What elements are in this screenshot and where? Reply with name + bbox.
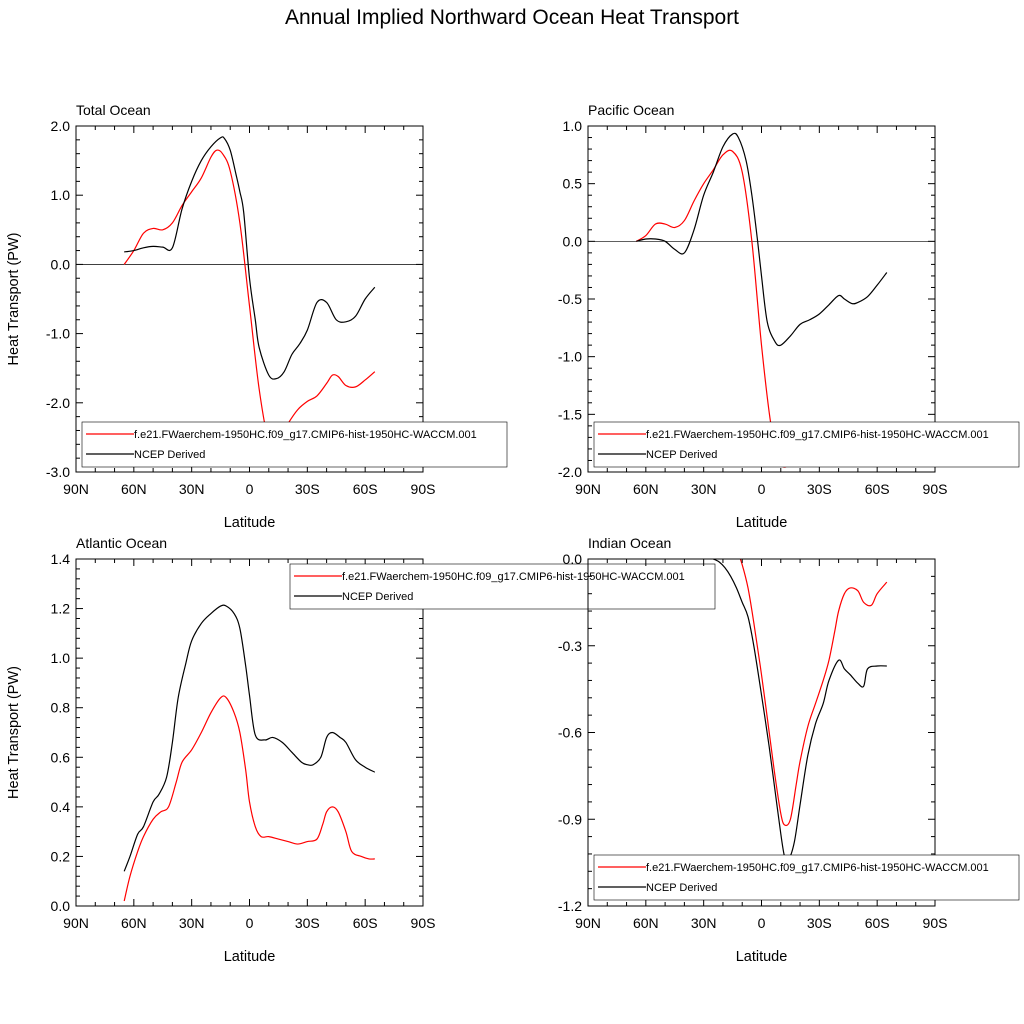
legend-label: f.e21.FWaerchem-1950HC.f09_g17.CMIP6-his…	[342, 571, 685, 583]
x-tick-label: 30S	[807, 481, 832, 497]
y-tick-label: -0.5	[558, 291, 582, 307]
x-tick-label: 60N	[633, 915, 659, 931]
y-tick-label: 0.2	[51, 848, 71, 864]
model-series-line	[123, 149, 376, 447]
x-tick-label: 60S	[865, 481, 890, 497]
panel-atlantic-ocean: Atlantic Ocean 90N 60N 30N 0 30S 60S 90S 0.0 0.2 0…	[6, 535, 716, 965]
x-axis-label: Latitude	[224, 515, 276, 531]
legend-label: NCEP Derived	[646, 882, 717, 894]
panel-pacific-ocean: Pacific Ocean 90N 60N 30N 0 30S 60S 90S -2.0 -1.5…	[558, 102, 1020, 531]
y-tick-label: 0.0	[51, 256, 71, 272]
legend-box	[593, 421, 1020, 468]
x-tick-label: 60S	[865, 915, 890, 931]
panel-title: Atlantic Ocean	[76, 535, 167, 551]
y-tick-label: 0.4	[51, 799, 71, 815]
y-tick-label: 0.8	[51, 700, 71, 716]
x-tick-label: 60N	[121, 915, 147, 931]
x-tick-label: 90S	[923, 481, 948, 497]
legend-label: NCEP Derived	[134, 449, 205, 461]
plot-frame	[587, 125, 936, 473]
model-series-line	[713, 559, 888, 827]
y-axis-label: Heat Transport (PW)	[6, 666, 22, 799]
x-tick-label: 90N	[63, 915, 89, 931]
legend-box	[593, 854, 1020, 901]
legend-label: f.e21.FWaerchem-1950HC.f09_g17.CMIP6-his…	[646, 429, 989, 441]
y-tick-label: -3.0	[46, 464, 70, 480]
legend-label: NCEP Derived	[342, 591, 413, 603]
legend-label: f.e21.FWaerchem-1950HC.f09_g17.CMIP6-his…	[646, 862, 989, 874]
x-tick-label: 60S	[353, 915, 378, 931]
legend: f.e21.FWaerchem-1950HC.f09_g17.CMIP6-his…	[289, 563, 716, 610]
legend-box	[81, 421, 508, 468]
x-tick-label: 90S	[411, 915, 436, 931]
y-tick-label: -2.0	[46, 395, 70, 411]
y-tick-label: 1.0	[51, 187, 71, 203]
y-tick-label: -0.9	[558, 811, 582, 827]
y-tick-label: 0.5	[563, 176, 583, 192]
panel-total-ocean: Total Ocean 90N 60N 30N 0 30S 60S 90S -3.0 -2.0 -1…	[6, 102, 508, 531]
x-tick-label: 0	[246, 915, 254, 931]
y-tick-label: 2.0	[51, 118, 71, 134]
legend: f.e21.FWaerchem-1950HC.f09_g17.CMIP6-his…	[593, 854, 1020, 901]
ncep-series-line	[124, 136, 376, 380]
ncep-series-line	[636, 132, 888, 347]
x-tick-label: 30N	[691, 915, 717, 931]
panel-title: Pacific Ocean	[588, 102, 674, 118]
x-tick-label: 30N	[179, 915, 205, 931]
x-tick-label: 30N	[691, 481, 717, 497]
ncep-series-line	[713, 559, 887, 862]
x-axis-label: Latitude	[736, 515, 788, 531]
model-series-line	[635, 149, 888, 468]
y-tick-label: 0.0	[563, 551, 583, 567]
y-axis-label: Heat Transport (PW)	[6, 233, 22, 366]
legend-label: f.e21.FWaerchem-1950HC.f09_g17.CMIP6-his…	[134, 429, 477, 441]
ncep-series-line	[123, 604, 376, 872]
x-tick-label: 0	[758, 915, 766, 931]
x-tick-label: 90S	[411, 481, 436, 497]
y-tick-label: -0.6	[558, 725, 582, 741]
x-tick-label: 90N	[575, 481, 601, 497]
x-tick-label: 60N	[121, 481, 147, 497]
legend-label: NCEP Derived	[646, 449, 717, 461]
y-tick-label: -1.2	[558, 898, 582, 914]
plot-frame	[75, 558, 424, 907]
x-tick-label: 0	[758, 481, 766, 497]
x-tick-label: 60N	[633, 481, 659, 497]
legend: f.e21.FWaerchem-1950HC.f09_g17.CMIP6-his…	[81, 421, 508, 468]
y-tick-label: 1.0	[563, 118, 583, 134]
y-tick-label: -1.5	[558, 406, 582, 422]
y-tick-label: 0.6	[51, 749, 71, 765]
legend: f.e21.FWaerchem-1950HC.f09_g17.CMIP6-his…	[593, 421, 1020, 468]
legend-box	[289, 563, 716, 610]
x-tick-label: 90N	[63, 481, 89, 497]
y-tick-label: -1.0	[558, 349, 582, 365]
y-tick-label: 0.0	[563, 233, 583, 249]
y-tick-label: 1.0	[51, 650, 71, 666]
x-tick-label: 30N	[179, 481, 205, 497]
x-tick-label: 0	[246, 481, 254, 497]
y-tick-label: -2.0	[558, 464, 582, 480]
x-axis-label: Latitude	[736, 949, 788, 965]
y-tick-label: -1.0	[46, 326, 70, 342]
y-tick-label: 1.2	[51, 601, 71, 617]
x-tick-label: 30S	[295, 915, 320, 931]
x-tick-label: 60S	[353, 481, 378, 497]
y-tick-label: 0.0	[51, 898, 71, 914]
x-tick-label: 90S	[923, 915, 948, 931]
panel-title: Total Ocean	[76, 102, 151, 118]
figure-title: Annual Implied Northward Ocean Heat Tran…	[284, 6, 740, 29]
x-axis-label: Latitude	[224, 949, 276, 965]
y-tick-label: -0.3	[558, 638, 582, 654]
model-series-line	[123, 695, 375, 902]
panel-indian-ocean: Indian Ocean 90N 60N 30N 0 30S 60S 90S -1.2 -0.9 -…	[558, 535, 1020, 965]
x-tick-label: 30S	[295, 481, 320, 497]
plot-frame	[75, 125, 424, 473]
x-tick-label: 90N	[575, 915, 601, 931]
y-tick-label: 1.4	[51, 551, 71, 567]
plot-frame	[587, 558, 936, 907]
x-tick-label: 30S	[807, 915, 832, 931]
panel-title: Indian Ocean	[588, 535, 671, 551]
